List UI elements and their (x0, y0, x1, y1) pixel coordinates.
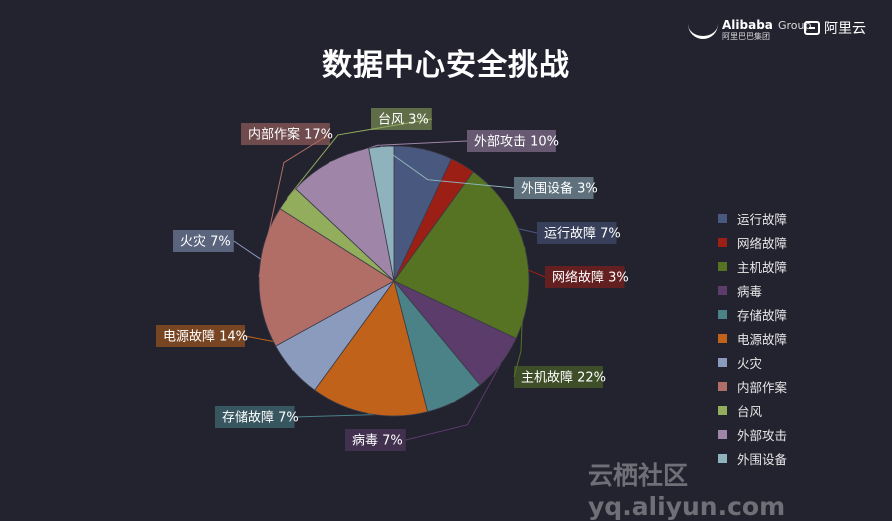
legend-label: 存储故障 (737, 307, 788, 323)
legend-swatch (718, 285, 727, 295)
legend-item[interactable]: 病毒 (718, 278, 787, 302)
slice-label-box (467, 130, 556, 152)
slice-label-box (514, 366, 603, 388)
legend-item[interactable]: 台风 (718, 398, 787, 422)
chart-title: 数据中心安全挑战 (322, 48, 570, 83)
legend-swatch (718, 453, 727, 463)
slice-label-box (156, 325, 245, 347)
legend-swatch (718, 381, 727, 391)
watermark: 云栖社区 yq.aliyun.com (588, 461, 786, 521)
legend-label: 外围设备 (737, 451, 788, 467)
slice-label-box (537, 222, 617, 244)
slice-label: 外围设备 3% (521, 181, 598, 197)
slice-label-box (173, 230, 234, 252)
aliyun-brand-text: 阿里云 (824, 21, 866, 37)
legend-item[interactable]: 外部攻击 (718, 422, 787, 446)
legend-item[interactable]: 内部作案 (718, 374, 787, 398)
legend-swatch (718, 237, 727, 247)
slice-label: 存储故障 7% (222, 411, 299, 426)
slice-label-box (241, 123, 330, 145)
pie-chart: 运行故障 7% 网络故障 3% 主机故障 22% 病毒 7% 存储故障 7% 电源故障 1… (156, 108, 629, 451)
legend-label: 主机故障 (737, 259, 788, 275)
leader-line (328, 140, 468, 164)
legend-swatch (718, 309, 727, 319)
legend-label: 内部作案 (737, 379, 788, 395)
slice-label: 病毒 7% (352, 434, 403, 449)
legend-label: 火灾 (737, 355, 763, 371)
slice-label: 台风 3% (378, 113, 429, 128)
slice-label: 网络故障 3% (552, 270, 629, 286)
legend-item[interactable]: 存储故障 (718, 302, 787, 326)
legend-swatch (718, 333, 727, 343)
aliyun-logo: 阿里云 (804, 18, 866, 38)
slice-label-box (514, 177, 594, 199)
legend-label: 病毒 (737, 283, 763, 299)
legend-label: 外部攻击 (737, 427, 788, 443)
slice-label: 外部攻击 10% (474, 135, 559, 150)
slice-label: 主机故障 22% (521, 371, 606, 386)
legend-item[interactable]: 运行故障 (718, 206, 787, 230)
alibaba-group-logo: Alibaba Group 阿里巴巴集团 (688, 14, 811, 42)
legend-item[interactable]: 外围设备 (718, 446, 787, 470)
alibaba-brand-text: Alibaba (722, 18, 773, 32)
legend-label: 电源故障 (737, 331, 788, 347)
slice-label: 电源故障 14% (163, 330, 248, 345)
legend-item[interactable]: 电源故障 (718, 326, 787, 350)
leader-line (381, 146, 515, 189)
legend-swatch (718, 357, 727, 367)
legend-item[interactable]: 主机故障 (718, 254, 787, 278)
alibaba-cn-text: 阿里巴巴集团 (722, 32, 770, 41)
alibaba-swoosh-icon (688, 18, 718, 39)
slice-label: 火灾 7% (180, 234, 231, 250)
legend-swatch (718, 429, 727, 439)
slice-label-box (545, 266, 625, 288)
chart-legend: 运行故障网络故障主机故障病毒存储故障电源故障火灾内部作案台风外部攻击外围设备 (718, 206, 787, 470)
leader-line (405, 363, 502, 441)
pie-slice (368, 145, 395, 282)
legend-item[interactable]: 火灾 (718, 350, 787, 374)
legend-label: 运行故障 (737, 211, 788, 227)
slice-label: 内部作案 17% (248, 127, 333, 143)
legend-swatch (718, 213, 727, 223)
slice-label-box (371, 108, 432, 130)
legend-item[interactable]: 网络故障 (718, 230, 787, 254)
slice-label-box (215, 406, 295, 428)
slice-label-box (345, 429, 406, 451)
legend-swatch (718, 261, 727, 271)
slice-label: 运行故障 7% (544, 227, 621, 242)
alibaba-group-text: Group (777, 19, 812, 32)
legend-label: 台风 (737, 403, 763, 419)
aliyun-bracket-icon (804, 21, 820, 35)
legend-label: 网络故障 (737, 235, 788, 251)
legend-swatch (718, 405, 727, 415)
